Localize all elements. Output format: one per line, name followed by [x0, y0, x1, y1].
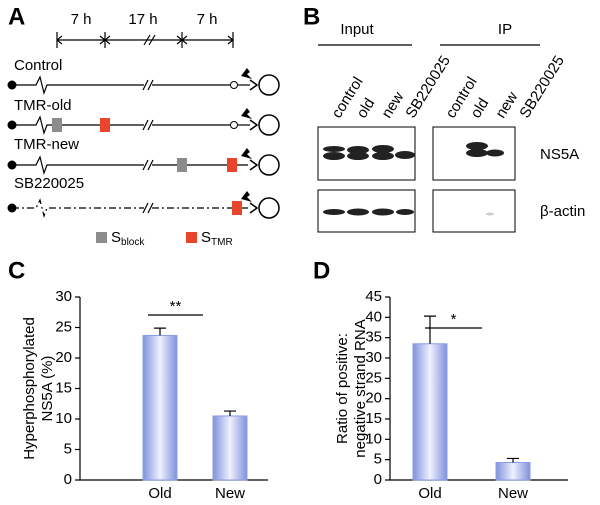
y-tick-label: 5	[64, 440, 72, 457]
lane-label: old	[353, 95, 378, 121]
significance-label: **	[170, 298, 182, 315]
row-label: TMR-new	[14, 136, 79, 153]
y-tick-label: 0	[64, 471, 72, 488]
receptor	[249, 79, 259, 91]
break	[142, 159, 154, 171]
label-box	[177, 158, 187, 172]
bar	[212, 415, 248, 481]
y-tick-label: 15	[365, 410, 382, 427]
cell	[258, 74, 280, 96]
y-tick-label: 10	[365, 430, 382, 447]
open-dot	[230, 121, 238, 129]
lane-label: new	[492, 89, 521, 121]
error-bar	[224, 410, 236, 416]
label-box	[52, 118, 62, 132]
schematic-rows: Control TMR-old TMR-new SB220025	[7, 57, 280, 219]
y-tick-label: 25	[365, 369, 382, 386]
bar	[142, 334, 178, 481]
row-label: TMR-old	[14, 97, 72, 114]
receptor	[249, 159, 259, 171]
bolt	[241, 108, 252, 119]
panel-label: B	[303, 3, 320, 30]
receptor	[249, 202, 259, 214]
error-bar	[154, 327, 166, 336]
label-box	[232, 201, 242, 215]
lane-label: new	[378, 89, 407, 121]
legend-swatch	[96, 232, 107, 243]
legend-label: STMR	[201, 229, 233, 248]
y-tick-label: 40	[365, 308, 382, 325]
label-box	[100, 118, 110, 132]
y-tick-label: 5	[374, 451, 382, 468]
break	[142, 119, 154, 131]
y-tick-label: 30	[365, 349, 382, 366]
y-tick-label: 0	[374, 471, 382, 488]
interval-label: 7 h	[197, 11, 218, 28]
bar	[412, 343, 448, 481]
x-tick-label: New	[498, 485, 528, 502]
x-tick-label: Old	[418, 485, 441, 502]
row-label: Control	[14, 57, 62, 74]
bolt	[241, 148, 252, 159]
y-tick-label: 35	[365, 329, 382, 346]
bolt	[241, 191, 252, 202]
x-tick-label: Old	[148, 485, 171, 502]
label-box	[227, 158, 237, 172]
interval-label: 7 h	[71, 11, 92, 28]
row-label: SB220025	[14, 175, 84, 192]
y-tick-label: 10	[55, 410, 72, 427]
interval-label: 17 h	[128, 11, 157, 28]
blot-row-label: β-actin	[540, 203, 585, 220]
cell	[258, 197, 280, 219]
lane-label: old	[467, 95, 492, 121]
y-tick-label: 45	[365, 288, 382, 305]
group-label: IP	[498, 21, 512, 38]
error-bar	[424, 315, 436, 344]
x-tick-label: New	[215, 485, 245, 502]
receptor	[249, 119, 259, 131]
legend-label: Sblock	[111, 229, 145, 248]
y-tick-label: 20	[365, 390, 382, 407]
error-bar	[507, 457, 519, 463]
y-tick-label: 15	[55, 379, 72, 396]
timeline	[12, 75, 230, 96]
y-axis-title: Hyperphosphorylated	[21, 317, 38, 460]
break	[142, 202, 154, 214]
y-tick-label: 25	[55, 318, 72, 335]
significance-label: *	[451, 311, 457, 328]
bolt	[241, 68, 252, 79]
panel-label: C	[8, 257, 25, 284]
y-axis-title: NS5A (%)	[39, 356, 56, 422]
y-axis-title: negative strand RNA	[352, 319, 369, 457]
bar	[495, 462, 531, 481]
blot-row-label: NS5A	[540, 146, 579, 163]
timeline	[12, 155, 248, 176]
timeline-header	[56, 32, 234, 48]
open-dot	[230, 81, 238, 89]
panel-label: D	[313, 257, 330, 284]
cell	[258, 114, 280, 136]
group-label: Input	[340, 21, 374, 38]
y-tick-label: 20	[55, 349, 72, 366]
panel-label: A	[8, 3, 25, 30]
y-axis-title: Ratio of positive:	[334, 333, 351, 444]
timeline	[12, 115, 230, 136]
blot-images	[317, 126, 516, 233]
y-tick-label: 30	[55, 288, 72, 305]
cell	[258, 154, 280, 176]
break	[142, 79, 154, 91]
lane-label: SB220025	[516, 53, 568, 121]
legend-swatch	[186, 232, 197, 243]
timeline	[12, 198, 248, 219]
